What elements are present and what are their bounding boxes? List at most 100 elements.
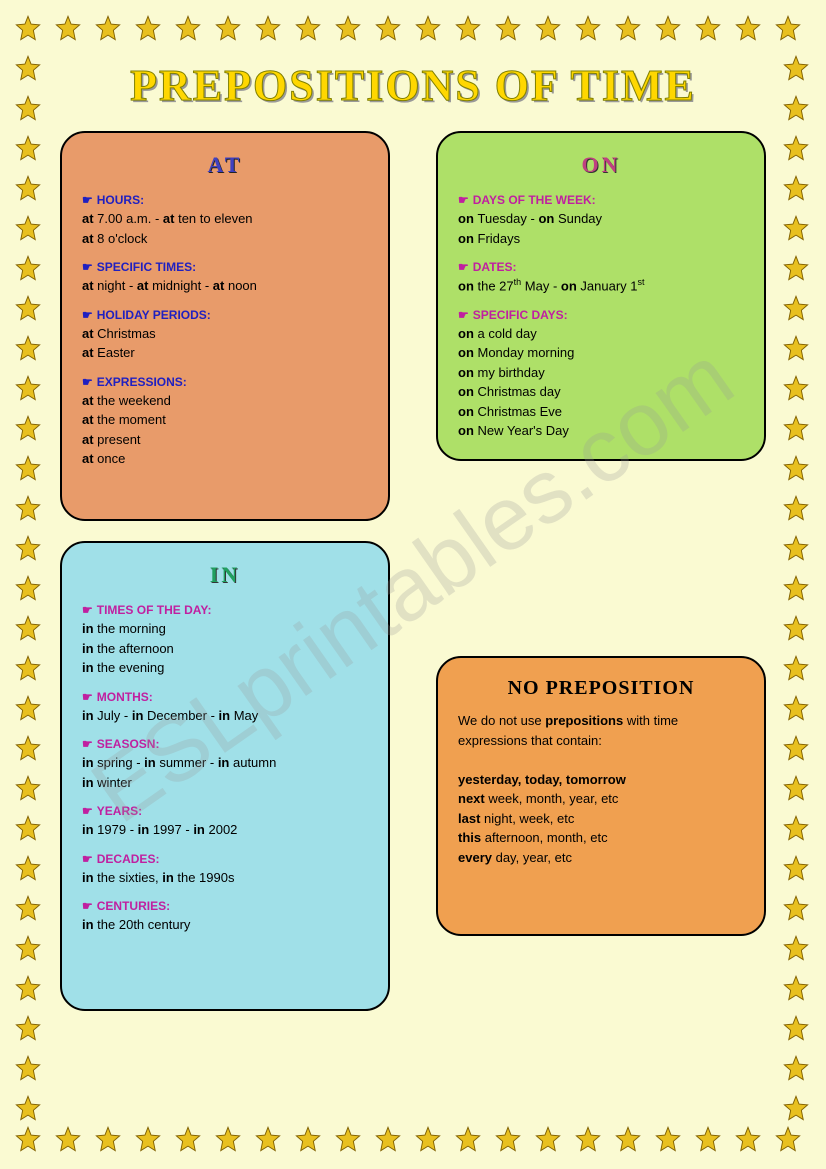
- star-icon: [14, 1125, 44, 1155]
- at-specific-label: ☛SPECIFIC TIMES:: [82, 258, 368, 276]
- star-icon: [14, 694, 44, 724]
- star-icon: [782, 974, 812, 1004]
- star-icon: [782, 214, 812, 244]
- on-spec-line3: on my birthday: [458, 363, 744, 383]
- star-icon: [782, 294, 812, 324]
- star-icon: [14, 254, 44, 284]
- star-icon: [614, 1125, 644, 1155]
- star-icon: [414, 1125, 444, 1155]
- star-icon: [294, 14, 324, 44]
- at-hours-label: ☛HOURS:: [82, 191, 368, 209]
- star-icon: [14, 734, 44, 764]
- at-expr-line4: at once: [82, 449, 368, 469]
- star-icon: [14, 854, 44, 884]
- box-no-preposition: NO PREPOSITION We do not use preposition…: [436, 656, 766, 936]
- at-holiday-line2: at Easter: [82, 343, 368, 363]
- star-icon: [14, 134, 44, 164]
- star-icon: [14, 1054, 44, 1084]
- boxes-container: AT ☛HOURS: at 7.00 a.m. - at ten to elev…: [60, 131, 766, 1081]
- on-spec-line6: on New Year's Day: [458, 421, 744, 441]
- box-at: AT ☛HOURS: at 7.00 a.m. - at ten to elev…: [60, 131, 390, 521]
- star-icon: [774, 14, 804, 44]
- star-icon: [14, 294, 44, 324]
- star-icon: [654, 14, 684, 44]
- at-expr-line3: at present: [82, 430, 368, 450]
- star-icon: [782, 1054, 812, 1084]
- in-times-line2: in the afternoon: [82, 639, 368, 659]
- star-icon: [782, 54, 812, 84]
- star-icon: [782, 654, 812, 684]
- star-icon: [14, 534, 44, 564]
- star-icon: [454, 1125, 484, 1155]
- star-icon: [494, 1125, 524, 1155]
- on-spec-line5: on Christmas Eve: [458, 402, 744, 422]
- star-icon: [14, 934, 44, 964]
- in-times-line1: in the morning: [82, 619, 368, 639]
- on-spec-line4: on Christmas day: [458, 382, 744, 402]
- star-icon: [414, 14, 444, 44]
- np-line2: next week, month, year, etc: [458, 789, 744, 809]
- star-icon: [214, 1125, 244, 1155]
- star-icon: [734, 1125, 764, 1155]
- box-in: IN ☛TIMES OF THE DAY: in the morning in …: [60, 541, 390, 1011]
- star-icon: [654, 1125, 684, 1155]
- star-icon: [782, 174, 812, 204]
- in-months-line1: in July - in December - in May: [82, 706, 368, 726]
- star-icon: [54, 1125, 84, 1155]
- star-icon: [14, 1014, 44, 1044]
- on-days-line2: on Fridays: [458, 229, 744, 249]
- in-times-line3: in the evening: [82, 658, 368, 678]
- star-icon: [694, 1125, 724, 1155]
- star-icon: [254, 14, 284, 44]
- in-years-line1: in 1979 - in 1997 - in 2002: [82, 820, 368, 840]
- star-icon: [14, 894, 44, 924]
- at-holiday-label: ☛HOLIDAY PERIODS:: [82, 306, 368, 324]
- star-icon: [14, 774, 44, 804]
- star-icon: [14, 94, 44, 124]
- star-icon: [14, 54, 44, 84]
- in-seasons-line2: in winter: [82, 773, 368, 793]
- star-icon: [574, 1125, 604, 1155]
- star-icon: [574, 14, 604, 44]
- star-icon: [782, 254, 812, 284]
- np-line3: last night, week, etc: [458, 809, 744, 829]
- star-icon: [14, 814, 44, 844]
- at-holiday-line1: at Christmas: [82, 324, 368, 344]
- star-icon: [782, 894, 812, 924]
- at-expr-line2: at the moment: [82, 410, 368, 430]
- np-intro: We do not use prepositions with time exp…: [458, 711, 744, 750]
- star-icon: [14, 214, 44, 244]
- box-on: ON ☛DAYS OF THE WEEK: on Tuesday - on Su…: [436, 131, 766, 461]
- star-icon: [374, 1125, 404, 1155]
- star-icon: [14, 14, 44, 44]
- star-icon: [782, 454, 812, 484]
- star-icon: [782, 134, 812, 164]
- on-spec-line2: on Monday morning: [458, 343, 744, 363]
- at-hours-line2: at 8 o'clock: [82, 229, 368, 249]
- star-icon: [782, 774, 812, 804]
- star-icon: [14, 974, 44, 1004]
- at-expr-line1: at the weekend: [82, 391, 368, 411]
- star-icon: [334, 1125, 364, 1155]
- star-icon: [782, 574, 812, 604]
- np-line4: this afternoon, month, etc: [458, 828, 744, 848]
- in-times-label: ☛TIMES OF THE DAY:: [82, 601, 368, 619]
- star-icon: [782, 334, 812, 364]
- in-months-label: ☛MONTHS:: [82, 688, 368, 706]
- star-icon: [734, 14, 764, 44]
- star-icon: [782, 614, 812, 644]
- star-icon: [782, 814, 812, 844]
- star-icon: [174, 14, 204, 44]
- star-icon: [254, 1125, 284, 1155]
- star-icon: [14, 1094, 44, 1124]
- star-icon: [494, 14, 524, 44]
- at-expr-label: ☛EXPRESSIONS:: [82, 373, 368, 391]
- star-icon: [782, 414, 812, 444]
- star-icon: [174, 1125, 204, 1155]
- star-icon: [454, 14, 484, 44]
- in-decades-line1: in the sixties, in the 1990s: [82, 868, 368, 888]
- in-centuries-label: ☛CENTURIES:: [82, 897, 368, 915]
- star-icon: [134, 1125, 164, 1155]
- star-icon: [782, 934, 812, 964]
- in-years-label: ☛YEARS:: [82, 802, 368, 820]
